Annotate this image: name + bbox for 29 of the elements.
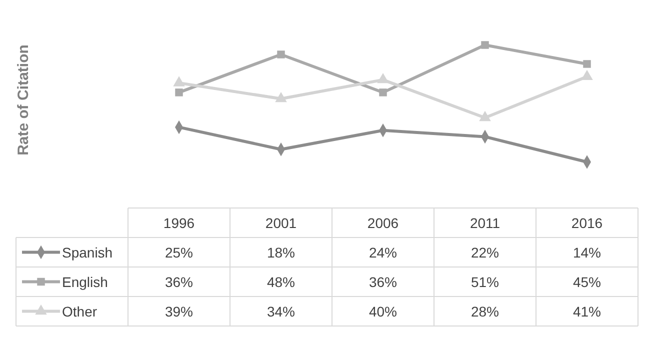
data-label: 36% — [368, 274, 398, 290]
data-label: 45% — [572, 274, 602, 290]
point — [481, 41, 489, 49]
legend-label: Other — [62, 303, 98, 320]
data-label: 28% — [470, 303, 500, 320]
point — [583, 60, 591, 68]
data-label: 22% — [470, 244, 500, 260]
data-label: 14% — [572, 244, 602, 260]
x-tick-label: 2001 — [265, 214, 297, 231]
x-tick-label: 1996 — [163, 214, 195, 231]
data-label: 36% — [164, 274, 194, 290]
legend-label: Spanish — [62, 244, 113, 260]
point — [277, 50, 285, 58]
data-label: 51% — [470, 274, 500, 290]
point — [379, 88, 387, 96]
data-label: 34% — [266, 303, 296, 320]
data-label: 40% — [368, 303, 398, 320]
data-label: 25% — [164, 244, 194, 260]
data-label: 24% — [368, 244, 398, 260]
data-label: 18% — [266, 244, 296, 260]
data-label: 39% — [164, 303, 194, 320]
x-tick-label: 2016 — [571, 214, 603, 231]
legend-label: English — [62, 274, 108, 290]
x-tick-label: 2006 — [367, 214, 399, 231]
data-label: 48% — [266, 274, 296, 290]
text: Rate of Citation — [15, 44, 32, 156]
x-tick-label: 2011 — [470, 214, 500, 231]
point — [175, 88, 183, 96]
data-label: 41% — [572, 303, 602, 320]
